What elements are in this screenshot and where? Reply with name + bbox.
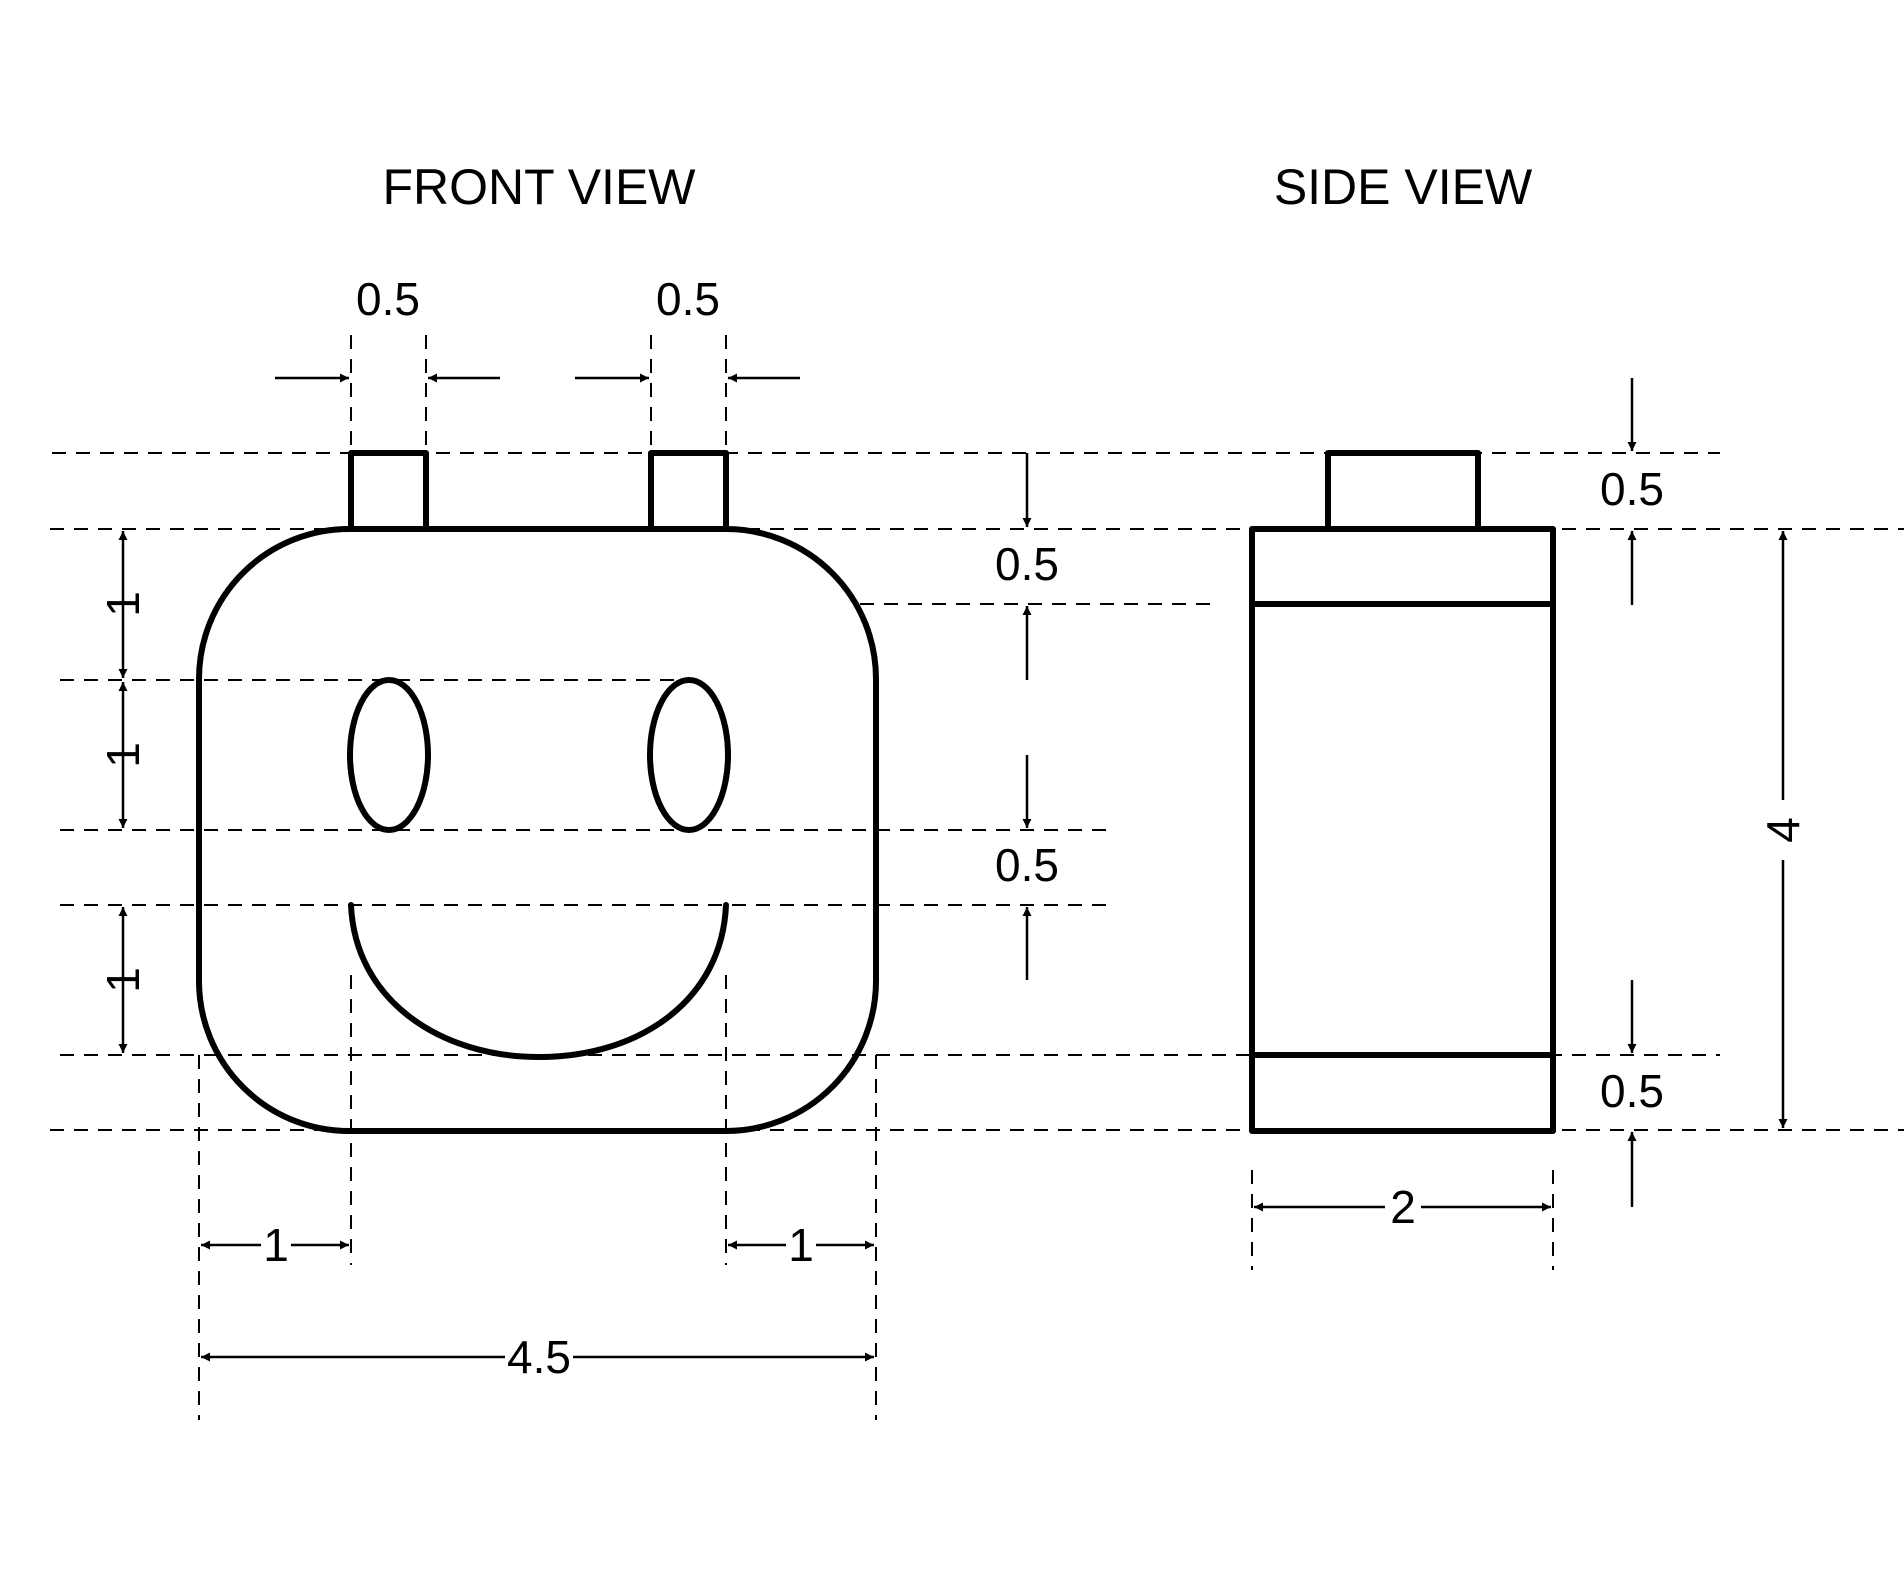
- side-view: SIDE VIEW: [1249, 159, 1556, 1134]
- dim-front-left-tab-width: 0.5: [356, 273, 420, 325]
- dim-front-tab-height: 0.5: [995, 538, 1059, 590]
- dim-front-right-tab-width: 0.5: [656, 273, 720, 325]
- right-eye: [647, 677, 731, 833]
- dim-eye-mouth-gap: 0.5: [995, 839, 1059, 891]
- mouth-arc: [348, 902, 729, 1060]
- front-right-tab: [648, 450, 729, 532]
- dim-left-corner: 1: [263, 1219, 289, 1271]
- side-dimensions: 0.5 0.5 4 2: [1254, 378, 1809, 1233]
- dim-eye-height: 1: [97, 742, 149, 768]
- dim-side-width: 2: [1390, 1181, 1416, 1233]
- front-view: FRONT VIEW: [196, 159, 879, 1135]
- dim-side-tab-height: 0.5: [1600, 463, 1664, 515]
- side-view-title: SIDE VIEW: [1274, 159, 1533, 215]
- dim-mouth-height: 1: [97, 967, 149, 993]
- front-left-tab: [348, 450, 429, 532]
- dim-right-corner: 1: [788, 1219, 814, 1271]
- side-body: [1249, 526, 1556, 1134]
- dim-side-total-height: 4: [1757, 817, 1809, 843]
- front-view-title: FRONT VIEW: [383, 159, 697, 215]
- dim-front-total-width: 4.5: [507, 1331, 571, 1383]
- front-body-outline: [196, 525, 879, 1135]
- side-top-tab: [1325, 450, 1481, 532]
- dim-side-bottom-band: 0.5: [1600, 1065, 1664, 1117]
- front-dimensions: 0.5 0.5 0.5 0.5 1 1 1 1 1 4.5: [97, 273, 1059, 1383]
- extension-lines: [50, 335, 1904, 1420]
- dim-eye-top-offset: 1: [97, 591, 149, 617]
- left-eye: [347, 677, 431, 833]
